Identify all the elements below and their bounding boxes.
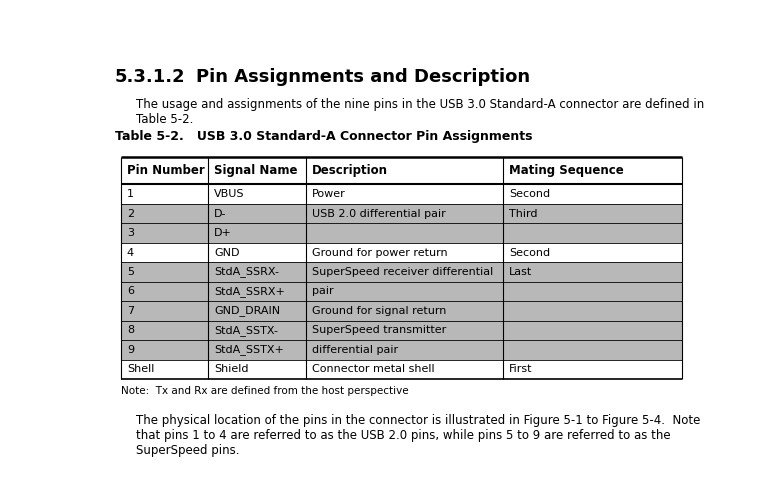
Text: SuperSpeed transmitter: SuperSpeed transmitter	[312, 326, 446, 335]
Text: The physical location of the pins in the connector is illustrated in Figure 5-1 : The physical location of the pins in the…	[136, 414, 701, 457]
Text: 4: 4	[127, 247, 134, 258]
Bar	[121, 262, 683, 360]
Text: Signal Name: Signal Name	[214, 164, 298, 177]
Text: 7: 7	[127, 306, 134, 316]
Text: 6: 6	[127, 286, 134, 296]
Text: differential pair: differential pair	[312, 345, 398, 355]
Text: Pin Assignments and Description: Pin Assignments and Description	[196, 68, 530, 86]
Text: VBUS: VBUS	[214, 189, 244, 199]
Text: pair: pair	[312, 286, 334, 296]
Text: 5.3.1.2: 5.3.1.2	[115, 68, 185, 86]
Text: Mating Sequence: Mating Sequence	[508, 164, 624, 177]
Text: 8: 8	[127, 326, 134, 335]
Text: 9: 9	[127, 345, 134, 355]
Text: The usage and assignments of the nine pins in the USB 3.0 Standard-A connector a: The usage and assignments of the nine pi…	[136, 98, 704, 125]
Text: Ground for signal return: Ground for signal return	[312, 306, 446, 316]
Text: GND_DRAIN: GND_DRAIN	[214, 306, 280, 316]
Text: Note:  Tx and Rx are defined from the host perspective: Note: Tx and Rx are defined from the hos…	[121, 386, 408, 396]
Text: 5: 5	[127, 267, 134, 277]
Text: StdA_SSRX+: StdA_SSRX+	[214, 286, 285, 297]
Text: Table 5-2.   USB 3.0 Standard-A Connector Pin Assignments: Table 5-2. USB 3.0 Standard-A Connector …	[115, 130, 532, 143]
Text: Second: Second	[508, 247, 550, 258]
Text: SuperSpeed receiver differential: SuperSpeed receiver differential	[312, 267, 494, 277]
Text: StdA_SSTX-: StdA_SSTX-	[214, 325, 278, 336]
Text: Third: Third	[508, 208, 537, 219]
Text: 1: 1	[127, 189, 134, 199]
Text: D+: D+	[214, 228, 232, 238]
Text: Shield: Shield	[214, 364, 249, 374]
Text: GND: GND	[214, 247, 239, 258]
Bar	[121, 204, 683, 243]
Text: StdA_SSRX-: StdA_SSRX-	[214, 266, 279, 278]
Text: Second: Second	[508, 189, 550, 199]
Text: Last: Last	[508, 267, 532, 277]
Text: 3: 3	[127, 228, 134, 238]
Text: Power: Power	[312, 189, 346, 199]
Text: StdA_SSTX+: StdA_SSTX+	[214, 345, 284, 355]
Text: USB 2.0 differential pair: USB 2.0 differential pair	[312, 208, 446, 219]
Text: First: First	[508, 364, 532, 374]
Text: Shell: Shell	[127, 364, 154, 374]
Text: Ground for power return: Ground for power return	[312, 247, 448, 258]
Text: Pin Number: Pin Number	[127, 164, 205, 177]
Text: D-: D-	[214, 208, 226, 219]
Text: 2: 2	[127, 208, 134, 219]
Text: Description: Description	[312, 164, 388, 177]
Text: Connector metal shell: Connector metal shell	[312, 364, 435, 374]
